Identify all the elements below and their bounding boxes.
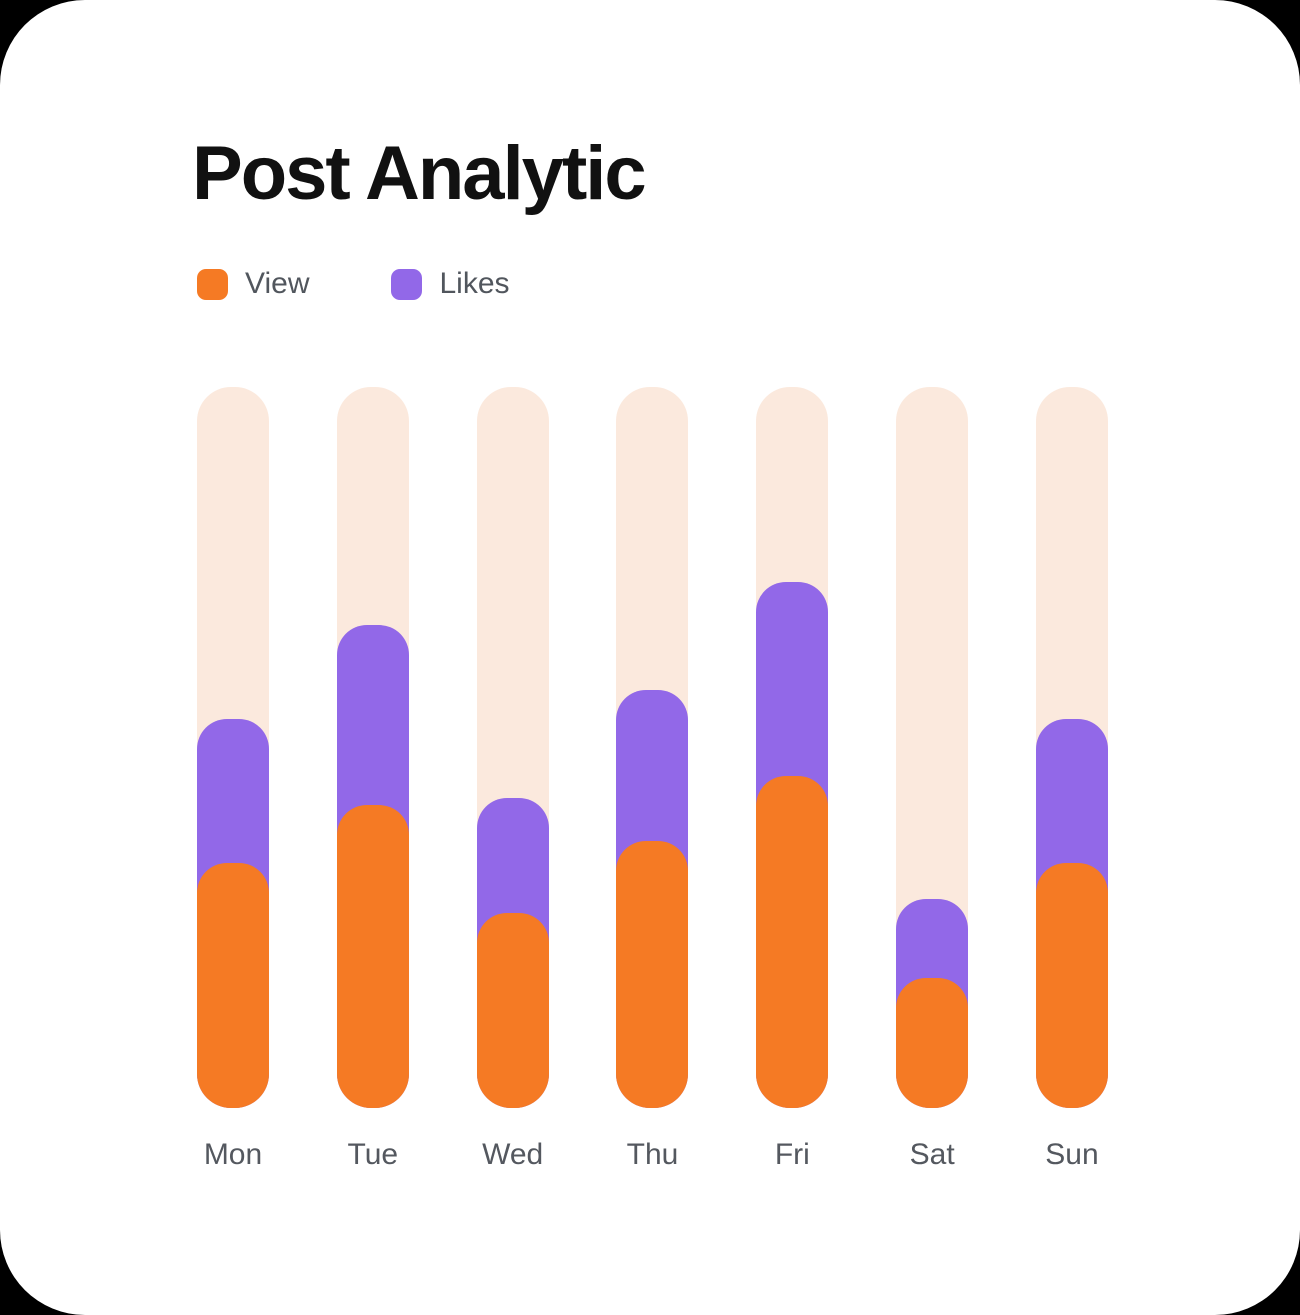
view-legend-swatch <box>197 268 228 300</box>
legend-item-view: View <box>197 267 309 301</box>
bar-track <box>896 387 969 1108</box>
view-bar-segment <box>616 841 689 1108</box>
legend-item-likes: Likes <box>391 267 510 301</box>
page-title: Post Analytic <box>192 131 647 216</box>
x-axis-label-wed: Wed <box>482 1138 544 1171</box>
view-bar-segment <box>756 776 829 1108</box>
likes-legend-swatch <box>391 268 423 300</box>
view-bar-segment <box>197 862 269 1108</box>
x-axis-label-thu: Thu <box>626 1138 679 1171</box>
likes-legend-label: Likes <box>439 267 510 300</box>
chart-legend: View Likes <box>197 267 510 301</box>
view-bar-segment <box>476 913 549 1108</box>
x-axis-label-sun: Sun <box>1045 1138 1099 1171</box>
view-legend-label: View <box>245 267 310 300</box>
x-axis-label-sat: Sat <box>909 1138 955 1171</box>
x-axis-label-tue: Tue <box>347 1138 399 1171</box>
view-bar-segment <box>896 978 969 1108</box>
bar-column-wed: Wed <box>476 387 549 1187</box>
stacked-bar-chart: Mon Tue Wed Thu Fri Sat Sun <box>197 387 1108 1187</box>
bar-track <box>197 387 269 1108</box>
bar-column-mon: Mon <box>197 387 269 1187</box>
bar-track <box>1035 387 1108 1108</box>
bar-column-sun: Sun <box>1035 387 1108 1187</box>
x-axis-label-fri: Fri <box>774 1138 810 1171</box>
bar-track <box>476 387 549 1108</box>
view-bar-segment <box>336 805 409 1108</box>
bar-track <box>756 387 829 1108</box>
view-bar-segment <box>1035 862 1108 1108</box>
bar-column-thu: Thu <box>616 387 689 1187</box>
bar-track <box>616 387 689 1108</box>
bar-column-tue: Tue <box>336 387 409 1187</box>
bar-track <box>336 387 409 1108</box>
x-axis-label-mon: Mon <box>203 1138 263 1171</box>
bar-column-fri: Fri <box>756 387 829 1187</box>
bar-column-sat: Sat <box>896 387 969 1187</box>
